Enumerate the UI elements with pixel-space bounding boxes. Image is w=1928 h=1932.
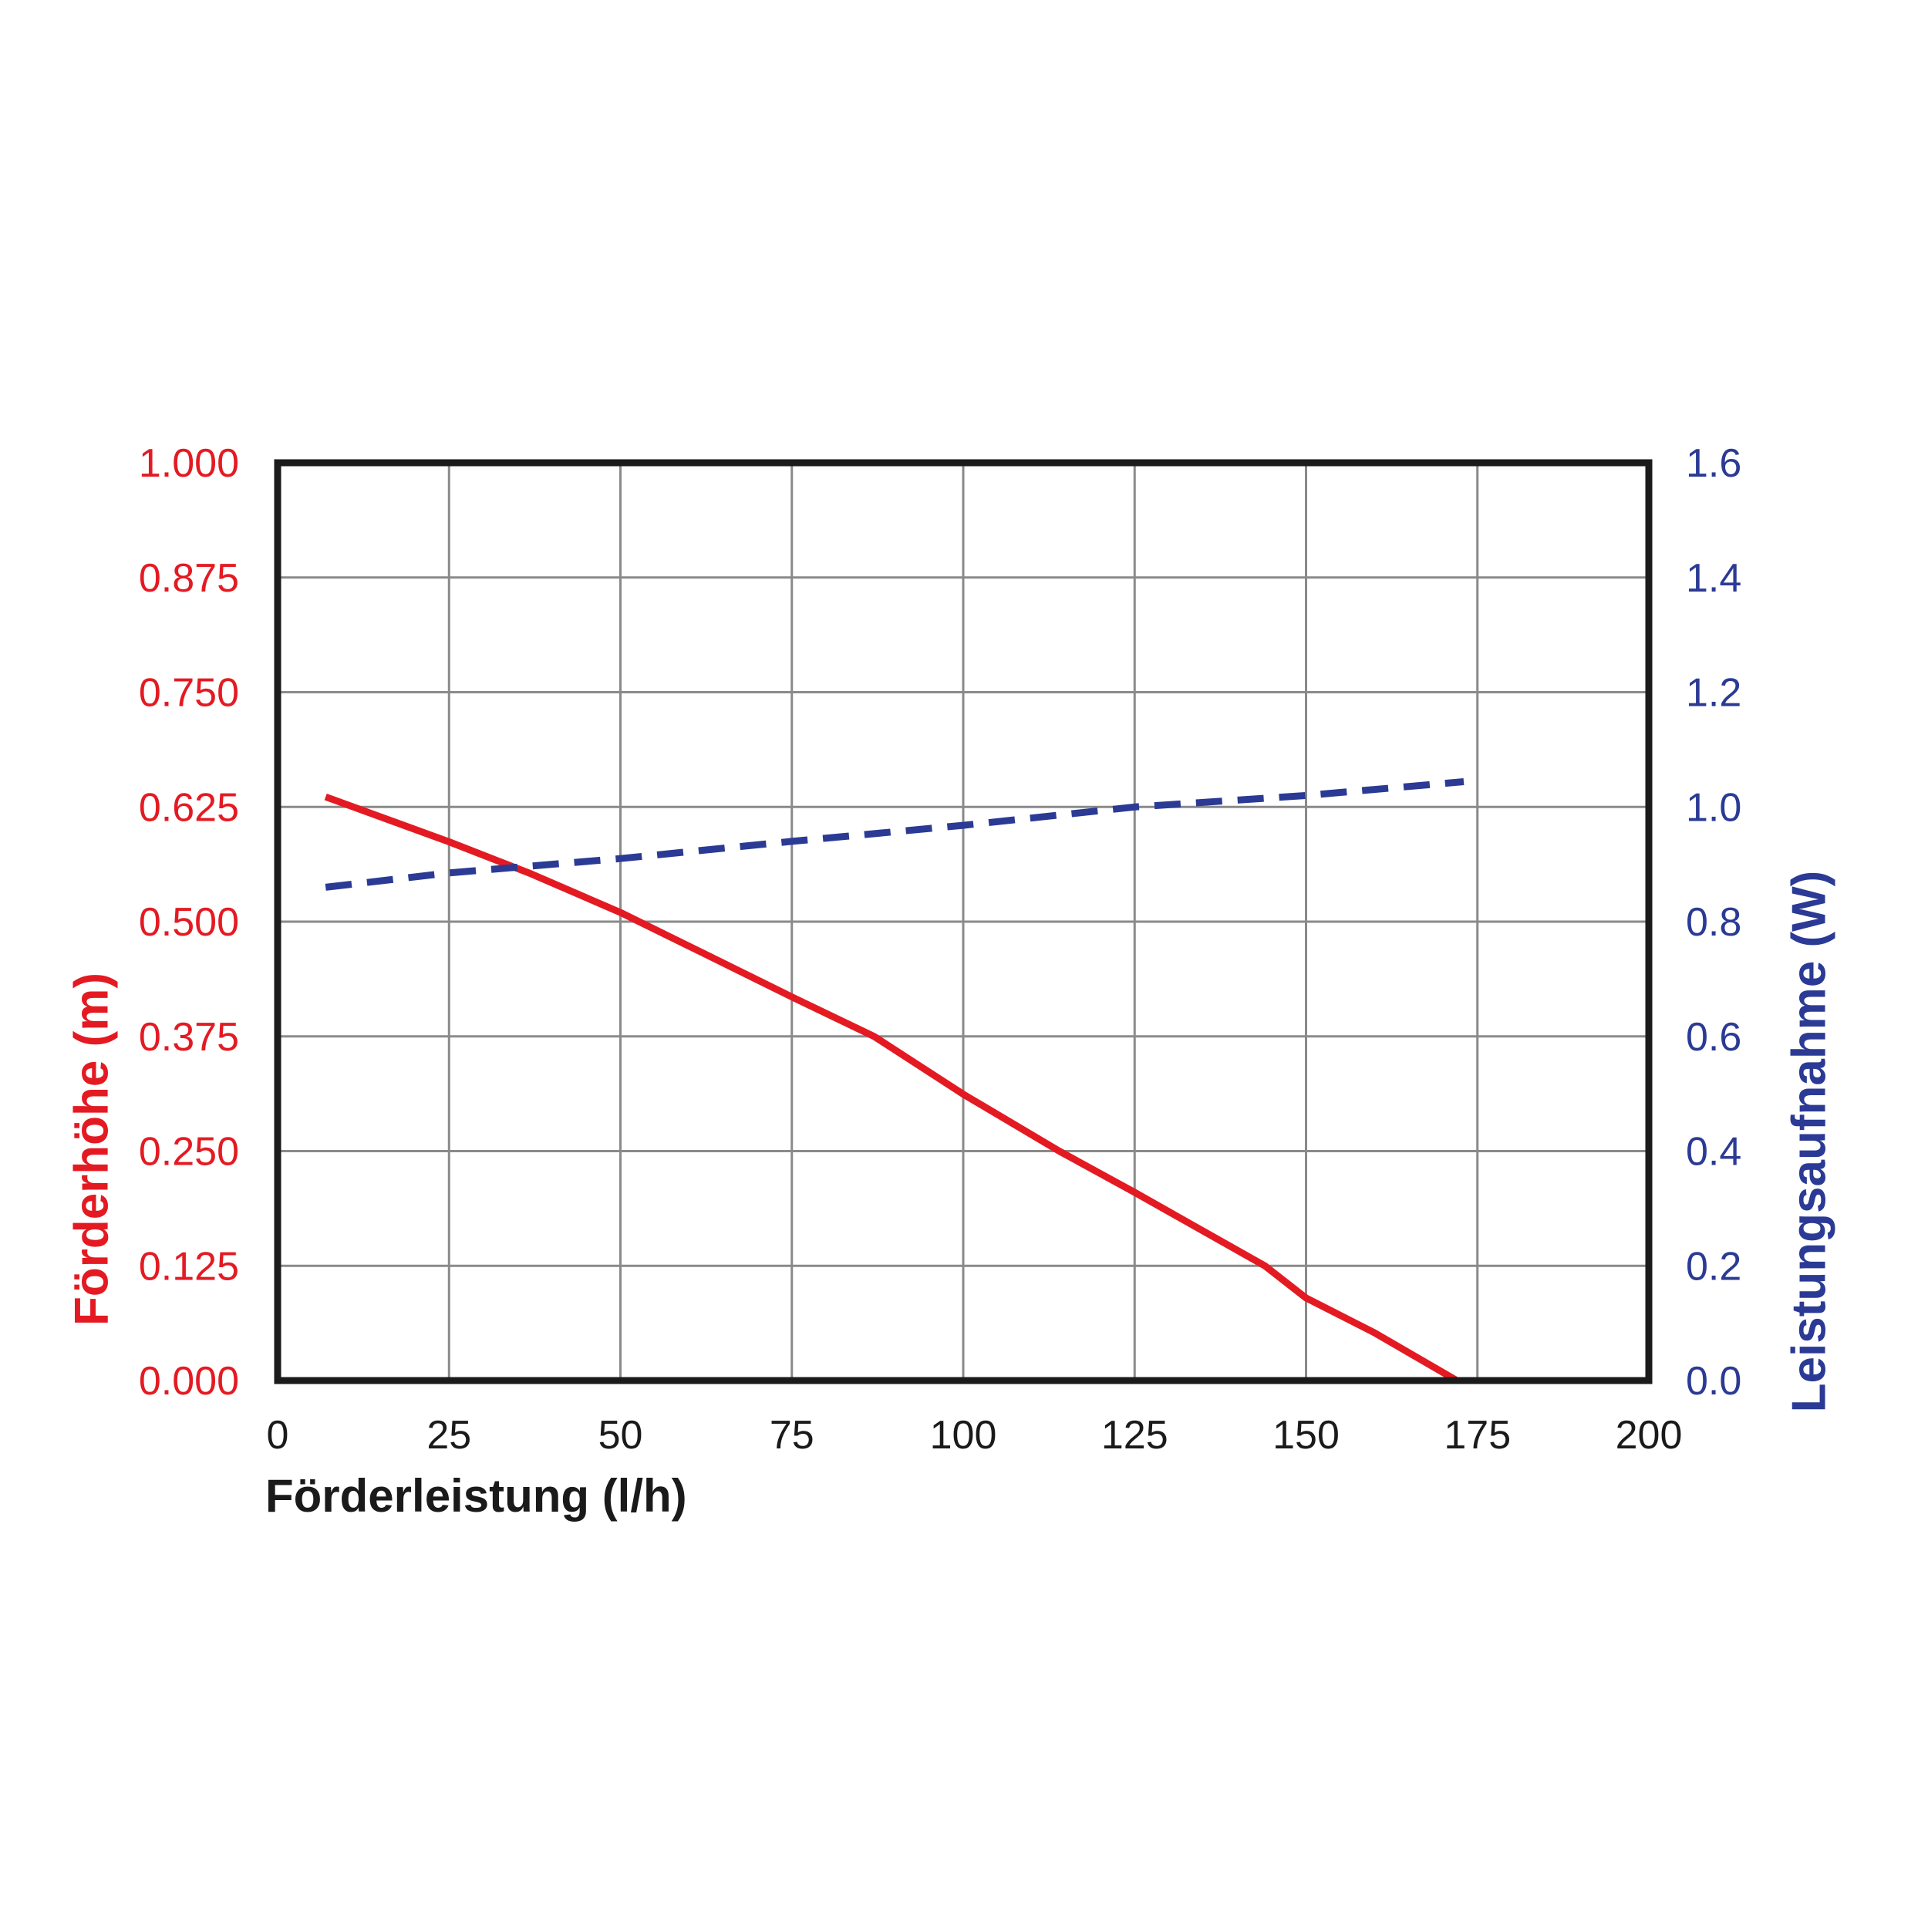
x-tick-label: 25 xyxy=(426,1413,471,1458)
y-left-tick-label: 0.875 xyxy=(139,556,239,601)
y-right-tick-label: 1.6 xyxy=(1686,441,1741,486)
y-right-tick-label: 0.4 xyxy=(1686,1130,1741,1175)
x-tick-label: 75 xyxy=(770,1413,814,1458)
x-tick-label: 125 xyxy=(1101,1413,1168,1458)
y-left-tick-label: 0.125 xyxy=(139,1244,239,1289)
series-group xyxy=(324,778,1465,1384)
x-tick-label: 175 xyxy=(1444,1413,1511,1458)
y-right-tick-label: 0.2 xyxy=(1686,1244,1741,1289)
y-right-axis-title: Leistungsaufnahme (W) xyxy=(1783,871,1836,1413)
y-left-tick-label: 0.750 xyxy=(139,671,239,716)
y-right-tick-label: 1.0 xyxy=(1686,785,1741,830)
y-left-tick-label: 0.375 xyxy=(139,1015,239,1060)
y-left-tick-label: 0.625 xyxy=(139,785,239,830)
y-right-tick-label: 0.8 xyxy=(1686,900,1741,945)
x-tick-label: 150 xyxy=(1272,1413,1340,1458)
series-line-f-rderh-he xyxy=(324,793,1459,1384)
y-left-tick-label: 1.000 xyxy=(139,441,239,486)
x-tick-label: 0 xyxy=(267,1413,289,1458)
y-right-tick-label: 0.0 xyxy=(1686,1359,1741,1404)
x-tick-label: 100 xyxy=(930,1413,997,1458)
y-right-tick-label: 1.4 xyxy=(1686,556,1741,601)
x-tick-label: 50 xyxy=(598,1413,643,1458)
series-line-leistungsaufnahme xyxy=(325,778,1465,891)
y-left-tick-label: 0.000 xyxy=(139,1359,239,1404)
y-right-tick-label: 1.2 xyxy=(1686,671,1741,716)
y-right-tick-labels: 1.6 1.4 1.2 1.0 0.8 0.6 0.4 0.2 0.0 xyxy=(1686,441,1741,1404)
x-tick-label: 200 xyxy=(1616,1413,1683,1458)
y-left-tick-labels: 1.000 0.875 0.750 0.625 0.500 0.375 0.250 0.125… xyxy=(139,441,239,1404)
grid xyxy=(278,463,1649,1381)
x-axis-title: Förderleistung (l/h) xyxy=(265,1470,687,1522)
y-left-axis-title: Förderhöhe (m) xyxy=(66,973,119,1326)
y-left-tick-label: 0.250 xyxy=(139,1130,239,1175)
y-left-tick-label: 0.500 xyxy=(139,900,239,945)
x-axis-tick-labels: 0 25 50 75 100 125 150 175 200 xyxy=(267,1413,1683,1458)
y-right-tick-label: 0.6 xyxy=(1686,1015,1741,1060)
plot-border xyxy=(274,459,1653,1384)
